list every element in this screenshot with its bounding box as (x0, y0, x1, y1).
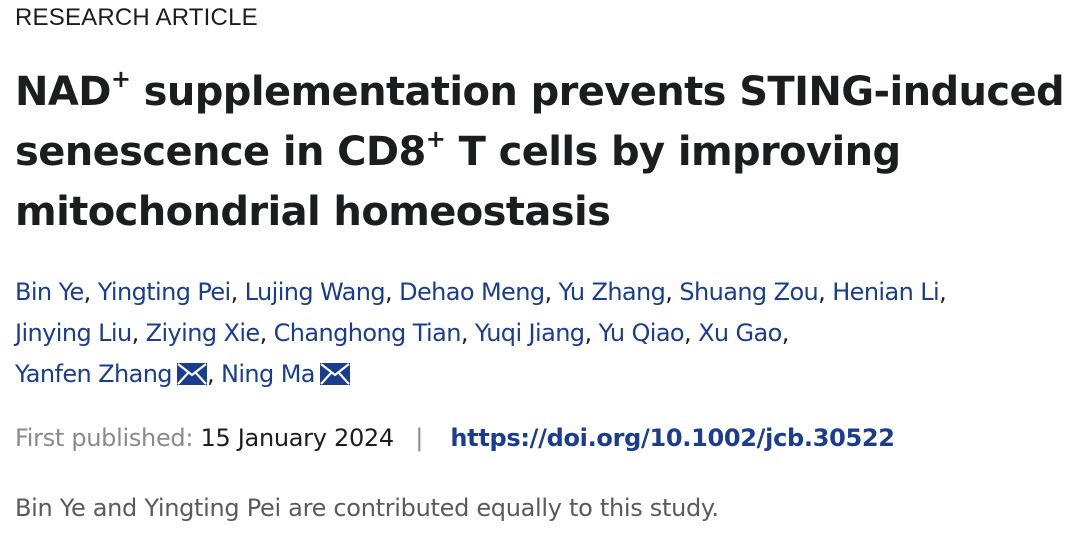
published-date: 15 January 2024 (200, 424, 395, 452)
author-link[interactable]: Yuqi Jiang (474, 319, 585, 347)
author-line: Bin Ye, Yingting Pei, Lujing Wang, Dehao… (15, 272, 1075, 313)
first-published-label: First published: (15, 424, 194, 452)
author-separator: , (684, 319, 692, 347)
publication-info: First published: 15 January 2024 | https… (15, 424, 895, 452)
author-link[interactable]: Shuang Zou (679, 278, 819, 306)
title-text: NAD (15, 69, 111, 115)
author-separator: , (83, 278, 92, 306)
author-link[interactable]: Yu Zhang (558, 278, 666, 306)
article-type-label: RESEARCH ARTICLE (15, 4, 258, 31)
author-link[interactable]: Lujing Wang (244, 278, 386, 306)
title-line: senescence in CD8+ T cells by improving (15, 122, 1075, 182)
author-link[interactable]: Jinying Liu (15, 319, 132, 347)
author-separator: , (460, 319, 469, 347)
author-link[interactable]: Yanfen Zhang (15, 360, 173, 388)
author-separator: , (230, 278, 239, 306)
author-separator: , (131, 319, 140, 347)
title-superscript: + (425, 124, 446, 153)
author-separator: , (544, 278, 552, 306)
mail-icon[interactable] (176, 363, 207, 385)
author-separator: , (584, 319, 592, 347)
author-line: Yanfen Zhang, Ning Ma (15, 354, 1075, 395)
author-separator: , (665, 278, 673, 306)
title-superscript: + (110, 64, 131, 93)
article-title: NAD+ supplementation prevents STING-indu… (15, 62, 1075, 242)
author-link[interactable]: Xu Gao (698, 319, 782, 347)
author-separator: , (206, 360, 215, 388)
title-text: T cells by improving (445, 129, 902, 175)
author-separator: , (939, 278, 947, 306)
info-divider: | (415, 424, 424, 452)
author-line: Jinying Liu, Ziying Xie, Changhong Tian,… (15, 313, 1075, 354)
author-link[interactable]: Dehao Meng (399, 278, 545, 306)
author-link[interactable]: Yu Qiao (598, 319, 685, 347)
author-separator: , (781, 319, 790, 347)
author-link[interactable]: Yingting Pei (97, 278, 232, 306)
title-text: senescence in CD8 (15, 129, 426, 175)
doi-link[interactable]: https://doi.org/10.1002/jcb.30522 (450, 424, 895, 452)
author-link[interactable]: Henian Li (832, 278, 940, 306)
author-separator: , (259, 319, 268, 347)
author-link[interactable]: Ning Ma (221, 360, 316, 388)
title-line: mitochondrial homeostasis (15, 182, 1075, 242)
equal-contribution-note: Bin Ye and Yingting Pei are contributed … (15, 494, 719, 522)
author-link[interactable]: Ziying Xie (145, 319, 261, 347)
author-list: Bin Ye, Yingting Pei, Lujing Wang, Dehao… (15, 272, 1075, 395)
title-line: NAD+ supplementation prevents STING-indu… (15, 62, 1075, 122)
title-text: supplementation prevents STING-induced (130, 69, 1065, 115)
author-link[interactable]: Bin Ye (15, 278, 84, 306)
mail-icon[interactable] (319, 363, 350, 385)
title-text: mitochondrial homeostasis (15, 189, 611, 235)
author-link[interactable]: Changhong Tian (273, 319, 462, 347)
author-separator: , (385, 278, 393, 306)
author-separator: , (818, 278, 826, 306)
